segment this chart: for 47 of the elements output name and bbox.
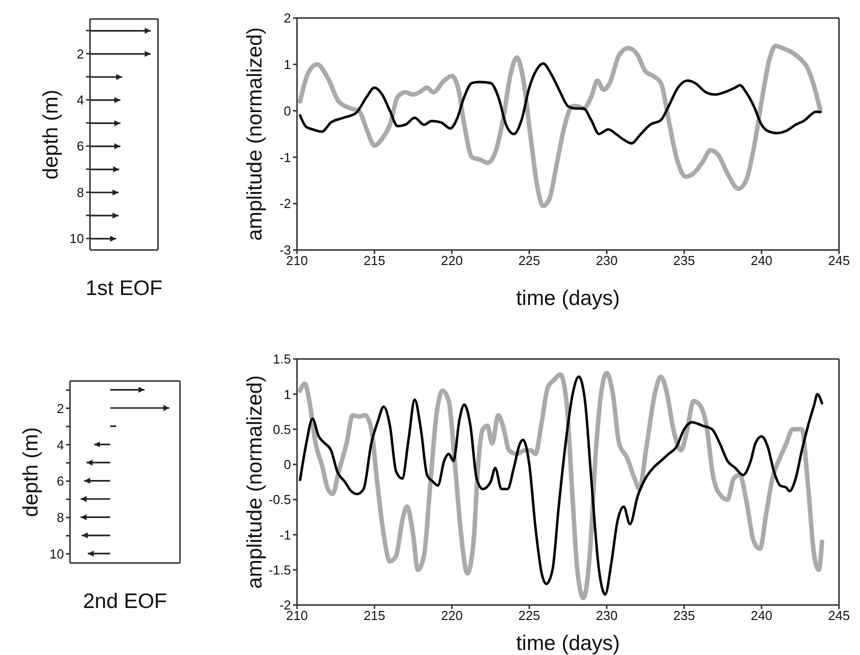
y-tick-label: -0.5	[268, 492, 291, 508]
y-tick-label: 10	[50, 546, 64, 562]
y-tick-label: 0	[284, 103, 291, 118]
y-axis-title: depth (m)	[39, 90, 62, 180]
line-series	[298, 44, 823, 208]
x-tick-label: 210	[286, 608, 308, 624]
y-tick-label: 0	[284, 457, 291, 472]
y-tick-label: 1	[284, 386, 291, 402]
x-tick-label: 225	[518, 608, 540, 624]
y-tick-label: 10	[70, 231, 84, 246]
y-tick-label: 2	[56, 400, 64, 416]
x-tick-label: 235	[673, 253, 695, 268]
x-axis-title: time (days)	[516, 287, 620, 310]
y-tick-label: 2	[76, 46, 84, 62]
x-axis-title: 2nd EOF	[82, 590, 168, 613]
y-tick-label: -1	[279, 150, 291, 165]
y-tick-label: -1	[279, 527, 291, 542]
line-series	[298, 62, 822, 145]
x-tick-label: 225	[518, 253, 540, 268]
y-axis-title: amplitude (normalized)	[243, 27, 266, 241]
x-tick-label: 215	[364, 608, 386, 624]
y-tick-label: -1.5	[268, 562, 291, 578]
y-tick-label: 4	[76, 92, 84, 108]
y-tick-label: 1.5	[272, 352, 291, 367]
y-tick-label: 8	[76, 184, 84, 200]
y-axis-title: depth (m)	[19, 427, 42, 517]
y-tick-label: 2	[284, 10, 291, 26]
x-axis-title: time (days)	[516, 632, 620, 655]
x-tick-label: 245	[828, 253, 850, 268]
x-tick-label: 230	[596, 253, 618, 268]
y-tick-label: 1	[284, 57, 291, 72]
x-tick-label: 240	[750, 608, 772, 624]
x-tick-label: 240	[750, 253, 772, 268]
x-tick-label: 235	[673, 608, 695, 624]
x-tick-label: 215	[364, 253, 386, 268]
x-tick-label: 220	[441, 608, 463, 624]
x-axis-title: 1st EOF	[85, 277, 163, 300]
y-tick-label: 8	[56, 510, 64, 526]
y-tick-label: 0.5	[272, 422, 291, 437]
x-tick-label: 245	[828, 608, 850, 624]
y-tick-label: 4	[56, 437, 64, 452]
y-tick-label: -2	[279, 196, 291, 212]
x-tick-label: 230	[596, 608, 618, 624]
y-tick-label: 6	[76, 138, 84, 154]
x-tick-label: 220	[441, 253, 463, 268]
y-tick-label: 6	[56, 474, 64, 489]
y-axis-title: amplitude (normalized)	[243, 375, 266, 589]
